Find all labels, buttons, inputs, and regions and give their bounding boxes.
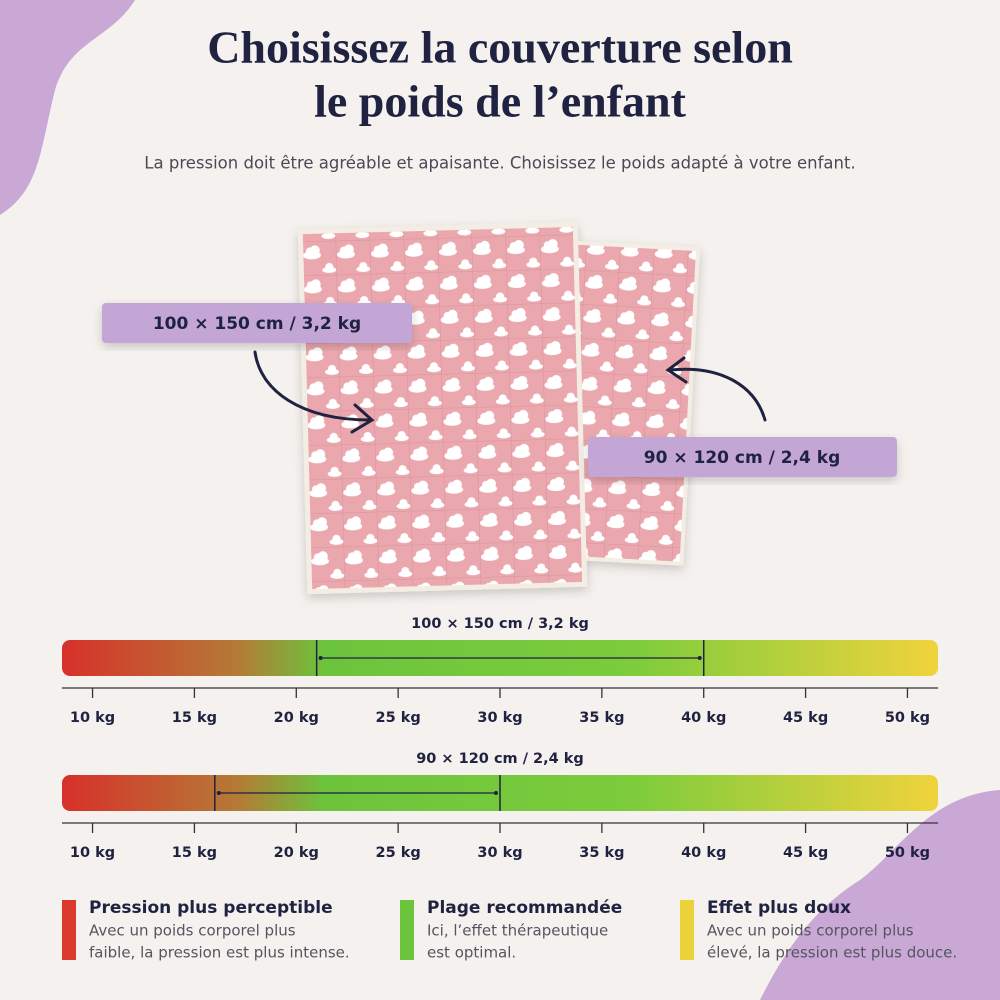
tick-label: 25 kg xyxy=(376,845,421,861)
label-tag: 100 × 150 cm / 3,2 kg xyxy=(102,303,412,343)
legend-text: élevé, la pression est plus douce. xyxy=(707,944,957,962)
range-end xyxy=(697,656,702,660)
tag-text: 100 × 150 cm / 3,2 kg xyxy=(153,314,361,334)
tick-label: 45 kg xyxy=(783,845,828,861)
subtitle: La pression doit être agréable et apaisa… xyxy=(144,154,855,173)
legend-swatch xyxy=(680,900,694,960)
range-end xyxy=(318,656,323,660)
tick-label: 40 kg xyxy=(681,710,726,726)
arrows xyxy=(253,350,767,434)
tick-label: 30 kg xyxy=(477,710,522,726)
blob xyxy=(760,790,1000,1000)
tick-label: 20 kg xyxy=(274,710,319,726)
legend-text: Avec un poids corporel plus xyxy=(89,922,296,940)
legend-swatch xyxy=(62,900,76,960)
legend-text: Avec un poids corporel plus xyxy=(707,922,914,940)
label-tag: 90 × 120 cm / 2,4 kg xyxy=(588,437,897,477)
title: Choisissez la couverture selon xyxy=(207,22,793,73)
scale-title: 100 × 150 cm / 3,2 kg xyxy=(411,616,589,632)
tick-label: 35 kg xyxy=(579,710,624,726)
tick-label: 40 kg xyxy=(681,845,726,861)
tick-label: 15 kg xyxy=(172,845,217,861)
tick-label: 35 kg xyxy=(579,845,624,861)
title: le poids de l’enfant xyxy=(314,76,687,127)
legend-text: faible, la pression est plus intense. xyxy=(89,944,350,962)
tick-label: 50 kg xyxy=(885,710,930,726)
legend-title: Pression plus perceptible xyxy=(89,898,333,918)
tick-label: 20 kg xyxy=(274,845,319,861)
legend-swatch xyxy=(400,900,414,960)
range-end xyxy=(216,791,221,795)
legend-title: Plage recommandée xyxy=(427,898,622,918)
tag-text: 90 × 120 cm / 2,4 kg xyxy=(644,448,841,468)
tick-label: 15 kg xyxy=(172,710,217,726)
tick-label: 25 kg xyxy=(376,710,421,726)
tick-label: 30 kg xyxy=(477,845,522,861)
legend-text: Ici, l’effet thérapeutique xyxy=(427,922,608,940)
range-end xyxy=(494,791,498,795)
legend-text: est optimal. xyxy=(427,944,516,962)
tick-label: 10 kg xyxy=(70,710,115,726)
scale-title: 90 × 120 cm / 2,4 kg xyxy=(416,751,584,767)
tick-label: 10 kg xyxy=(70,845,115,861)
blob xyxy=(0,0,135,215)
tick-label: 45 kg xyxy=(783,710,828,726)
tick-label: 50 kg xyxy=(885,845,930,861)
legend-title: Effet plus doux xyxy=(707,898,851,918)
